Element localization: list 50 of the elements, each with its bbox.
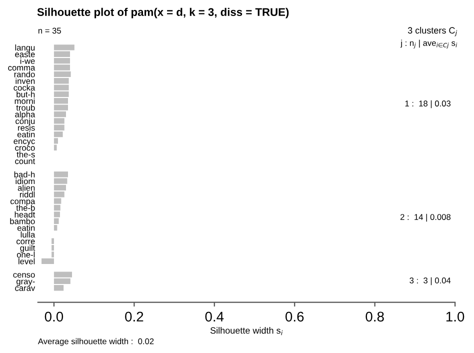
y-tick-label: one-l xyxy=(16,251,35,258)
annotation: 2 : 14 | 0.008 xyxy=(400,214,451,222)
x-tick-label: 0.2 xyxy=(125,312,144,322)
y-tick-label: lulla xyxy=(20,231,36,238)
y-tick-label: rando xyxy=(14,71,35,78)
y-tick-label: guilt xyxy=(20,244,36,253)
y-tick-label: alpha xyxy=(15,111,36,119)
y-tick-label: morni xyxy=(14,98,35,104)
x-tick-label: 0.8 xyxy=(366,312,384,322)
y-tick-label: easte xyxy=(15,52,35,58)
annotation: j : n$_{j}$ | ave$_{i∈Cj}$ s$_{i}$ xyxy=(400,40,458,48)
y-tick-label: carav xyxy=(15,286,36,291)
annotation: 1 : 18 | 0.03 xyxy=(405,100,451,108)
y-tick-label: comma xyxy=(8,66,36,71)
x-tick-label: 0.0 xyxy=(44,312,64,322)
y-tick-label: the-s xyxy=(16,151,35,158)
y-tick-label: croco xyxy=(15,146,35,151)
y-tick-label: troub xyxy=(16,104,35,111)
y-tick-label: level xyxy=(18,258,35,264)
chart-subtitle: n = 35 xyxy=(38,28,61,34)
y-tick-label: encyc xyxy=(14,139,35,146)
text: 3 clusters C$_{j}$ xyxy=(408,26,458,36)
y-tick-label: inven xyxy=(16,78,35,84)
y-tick-label: bambo xyxy=(10,218,35,224)
y-tick-label: cocka xyxy=(14,84,36,91)
y-tick-label: riddl xyxy=(20,191,35,198)
y-tick-label: the-b xyxy=(16,204,35,211)
y-tick-label: idiom xyxy=(16,178,35,184)
text: Average silhouette width : 0.02 xyxy=(38,338,154,346)
y-tick-label: bad-h xyxy=(14,171,35,178)
y-tick-label: gray- xyxy=(16,280,35,286)
y-tick-label: censo xyxy=(13,273,35,278)
y-tick-label: eatin xyxy=(17,131,35,138)
x-tick-label: 0.4 xyxy=(205,312,224,322)
y-tick-label: corre xyxy=(16,240,35,244)
y-tick-label: conju xyxy=(16,118,35,126)
y-tick-label: compa xyxy=(10,200,36,206)
y-tick-label: langu xyxy=(15,44,35,52)
x-tick-label: 1.0 xyxy=(446,312,464,322)
chart-title: Silhouette plot of pam(x = d, k = 3, diss = TRUE) xyxy=(37,8,289,18)
y-tick-label: alien xyxy=(18,184,35,191)
annotation: 3 : 3 | 0.04 xyxy=(410,277,451,286)
y-tick-label: resis xyxy=(18,124,35,131)
x-tick-label: 0.6 xyxy=(286,312,304,322)
y-tick-label: but-h xyxy=(16,91,35,98)
x-axis-title: Silhouette width s$_{i}$ xyxy=(210,327,283,336)
y-tick-label: headt xyxy=(14,211,36,218)
y-tick-label: i-we xyxy=(20,58,35,64)
y-tick-label: count xyxy=(15,158,36,164)
y-tick-label: eatin xyxy=(17,224,35,231)
